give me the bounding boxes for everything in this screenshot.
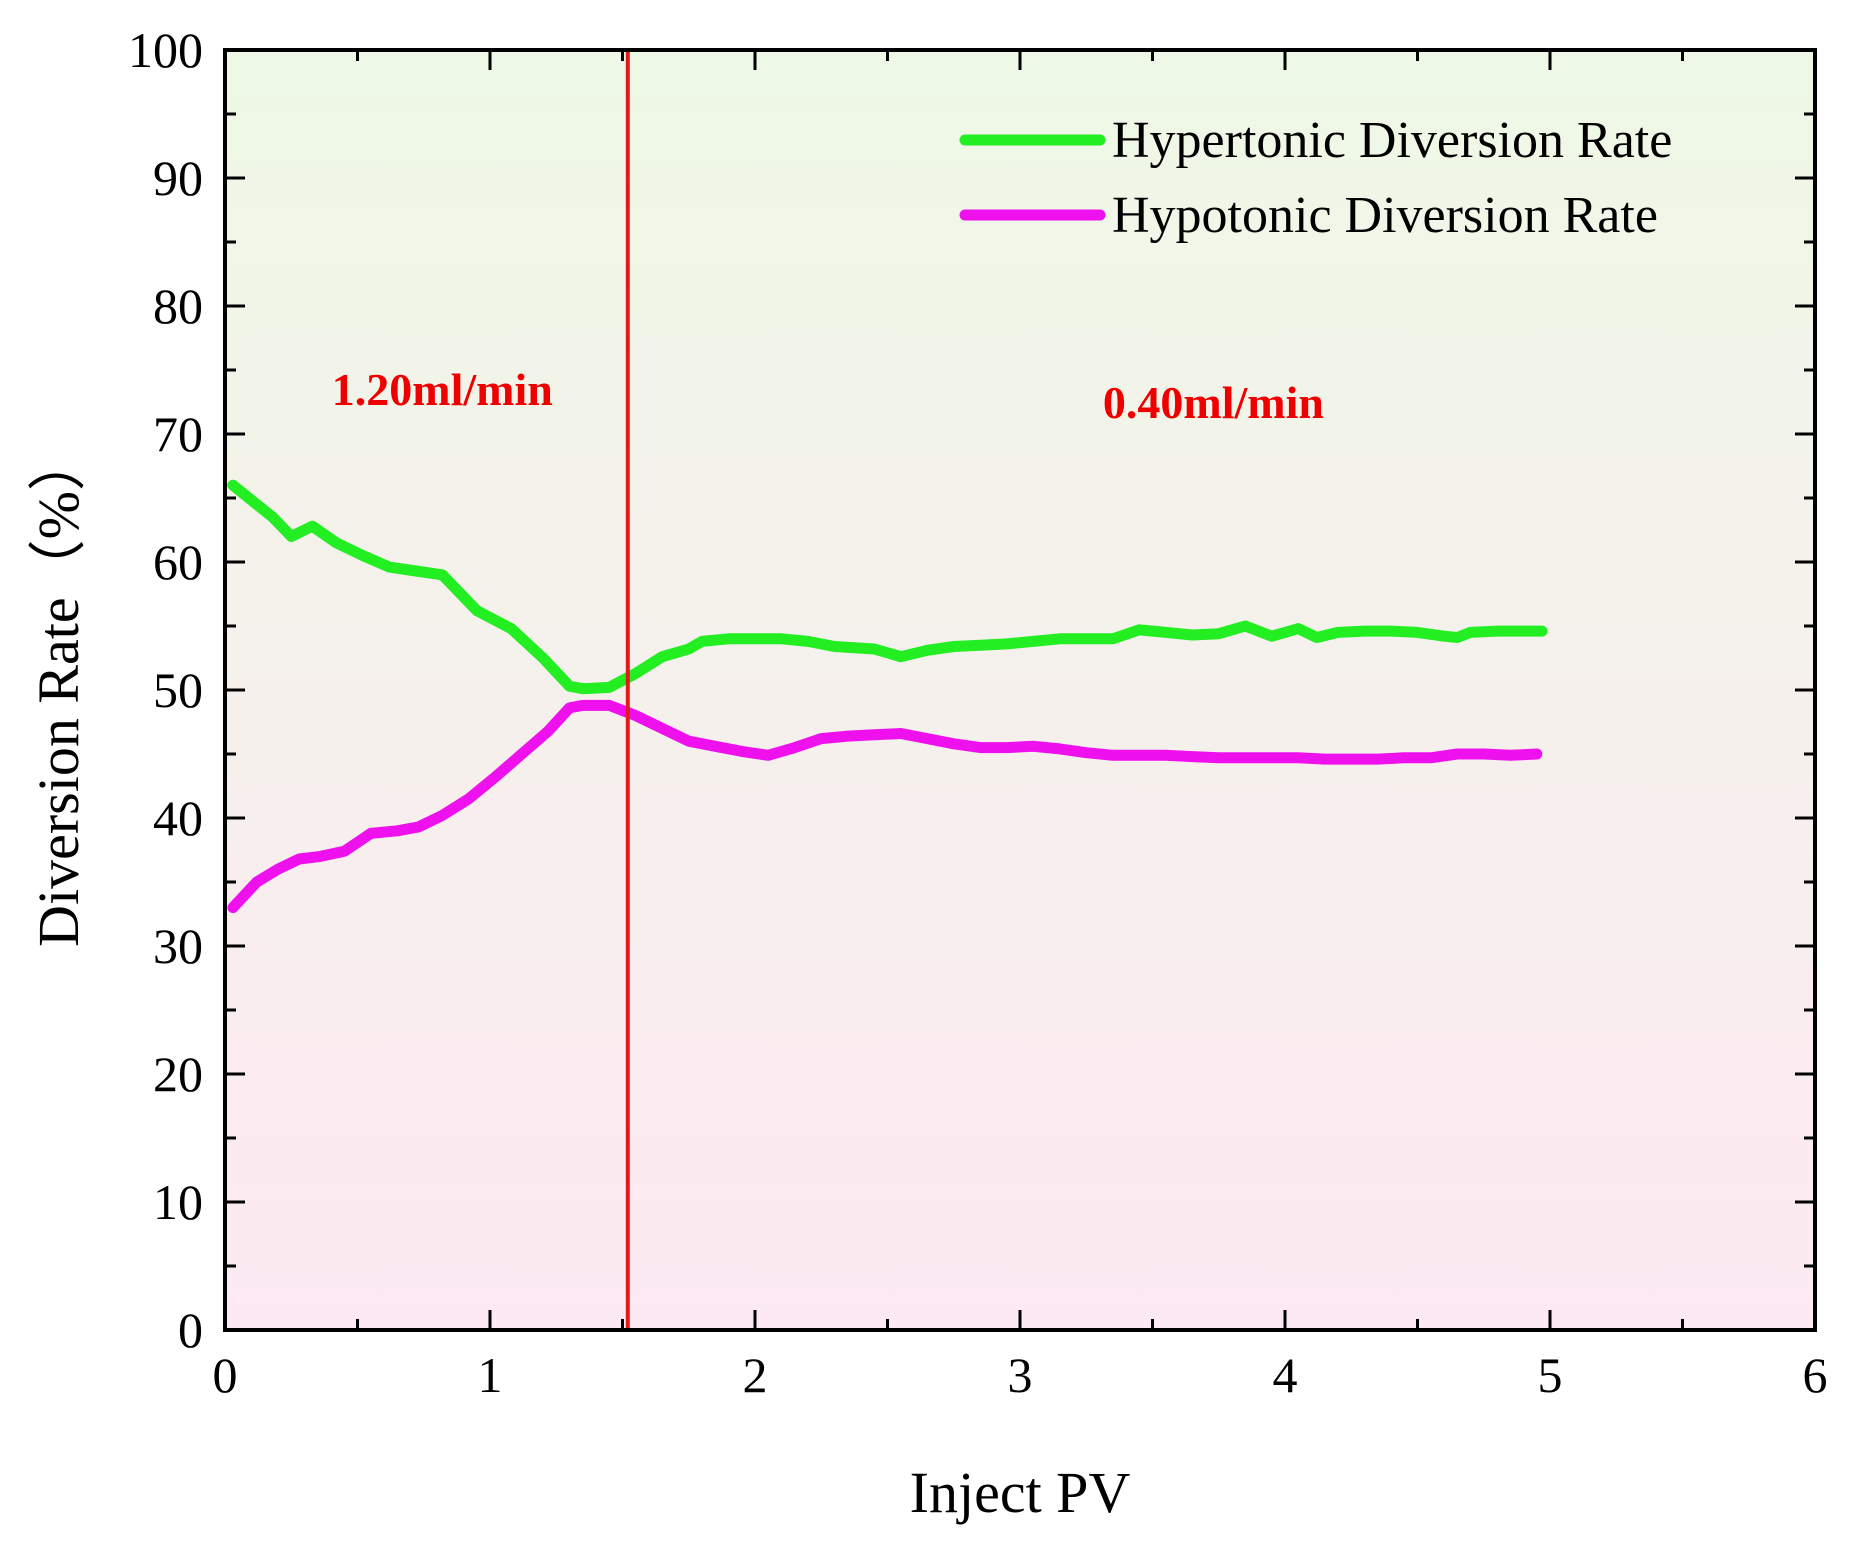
series-layer (227, 479, 1548, 914)
y-tick-label: 100 (128, 22, 203, 78)
x-tick-label: 5 (1538, 1347, 1563, 1403)
y-tick-label: 40 (153, 790, 203, 846)
legend: Hypertonic Diversion Rate Hypotonic Diver… (959, 112, 1672, 244)
x-axis-title: Inject PV (910, 1460, 1131, 1525)
annotation-layer: 1.20ml/min 0.40ml/min (332, 364, 1324, 428)
flow-rate-annotation-2: 0.40ml/min (1103, 377, 1324, 428)
y-tick-label: 50 (153, 662, 203, 718)
x-tick-label: 4 (1273, 1347, 1298, 1403)
x-tick-label: 6 (1803, 1347, 1828, 1403)
plot-background (225, 50, 1815, 1330)
y-tick-label: 60 (153, 534, 203, 590)
flow-rate-annotation-1: 1.20ml/min (332, 364, 553, 415)
plot-frame (223, 48, 1817, 1332)
series-line-hypotonic (227, 699, 1543, 914)
y-tick-label: 20 (153, 1046, 203, 1102)
y-tick-label: 80 (153, 278, 203, 334)
y-tick-label: 0 (178, 1302, 203, 1358)
y-tick-label: 70 (153, 406, 203, 462)
series-line-hypertonic (227, 479, 1548, 695)
legend-label-hypotonic: Hypotonic Diversion Rate (1112, 187, 1658, 244)
y-tick-label: 90 (153, 150, 203, 206)
x-tick-label: 3 (1008, 1347, 1033, 1403)
legend-label-hypertonic: Hypertonic Diversion Rate (1112, 112, 1672, 169)
x-tick-label: 1 (478, 1347, 503, 1403)
y-tick-label: 10 (153, 1174, 203, 1230)
x-tick-label: 0 (213, 1347, 238, 1403)
y-axis-title: Diversion Rate（%） (26, 433, 91, 947)
x-tick-label: 2 (743, 1347, 768, 1403)
y-tick-label: 30 (153, 918, 203, 974)
